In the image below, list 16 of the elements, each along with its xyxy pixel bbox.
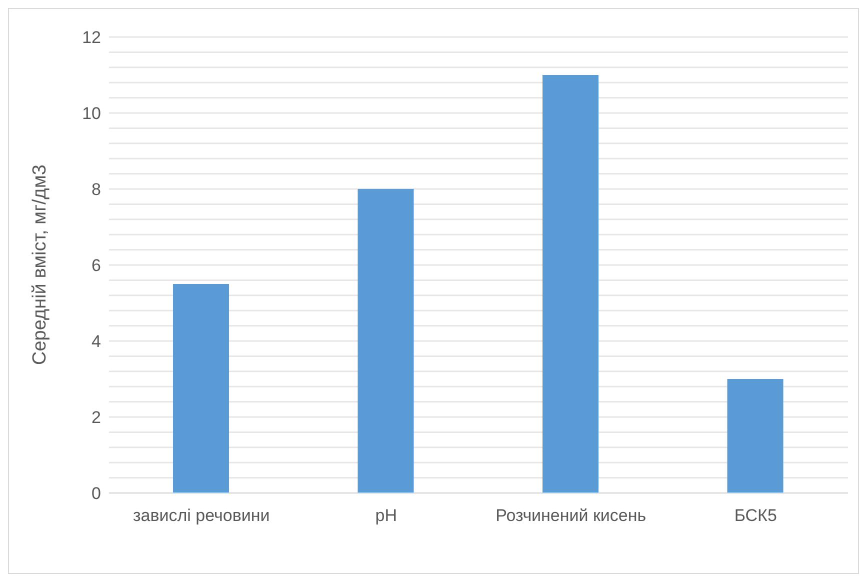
y-tick-label: 0: [92, 484, 101, 504]
y-tick-label: 4: [92, 332, 101, 352]
y-axis-title: Середній вміст, мг/дм3: [30, 164, 51, 365]
y-tick-label: 2: [92, 408, 101, 428]
x-tick-label: БСК5: [734, 506, 777, 526]
x-tick-label: Розчинений кисень: [496, 506, 646, 526]
x-tick-label: завислі речовини: [132, 506, 270, 526]
bar: [727, 379, 784, 493]
y-tick-label: 10: [82, 104, 101, 124]
bar: [542, 75, 598, 493]
y-tick-label: 8: [92, 180, 101, 200]
x-tick-label: pH: [375, 506, 397, 526]
bar: [358, 189, 414, 493]
y-tick-label: 6: [92, 256, 101, 276]
y-tick-label: 12: [82, 28, 101, 48]
bar: [173, 284, 229, 493]
